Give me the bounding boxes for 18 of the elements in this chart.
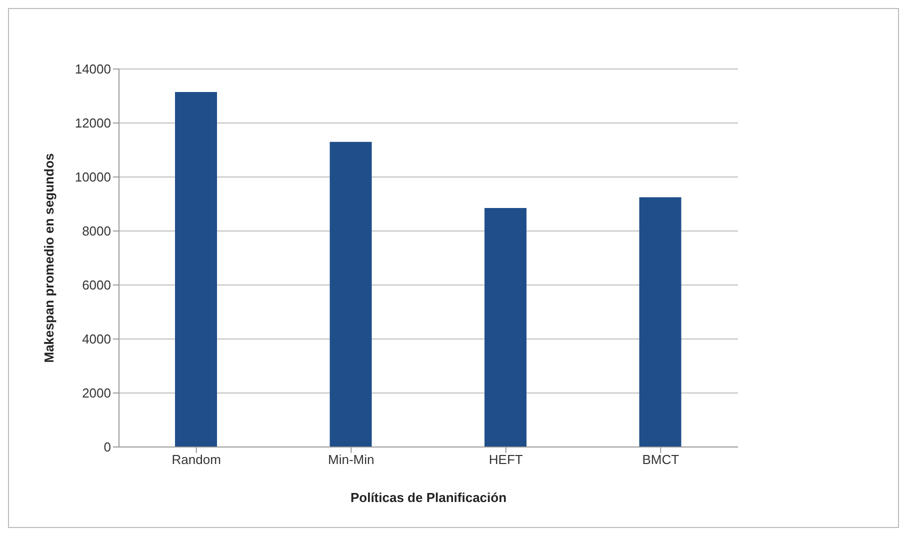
bar [330, 142, 372, 447]
y-axis-title: Makespan promedio en segundos [42, 153, 57, 363]
x-tick-label: Min-Min [328, 452, 374, 468]
y-tick-label: 0 [104, 440, 111, 455]
y-tick-label: 14000 [74, 62, 111, 77]
y-tick-label: 10000 [74, 170, 111, 185]
x-axis-title: Políticas de Planificación [350, 490, 507, 505]
x-tick-label: Random [172, 452, 221, 468]
y-tick-label: 6000 [82, 278, 111, 293]
x-tick-label: HEFT [488, 452, 523, 468]
y-tick-label: 12000 [74, 116, 111, 131]
y-tick-label: 2000 [82, 386, 111, 401]
y-tick-label: 4000 [82, 332, 111, 347]
x-tick-label: BMCT [642, 452, 680, 468]
y-tick-label: 8000 [82, 224, 111, 239]
bar [484, 208, 526, 447]
bar [175, 92, 217, 447]
bar [639, 197, 682, 447]
